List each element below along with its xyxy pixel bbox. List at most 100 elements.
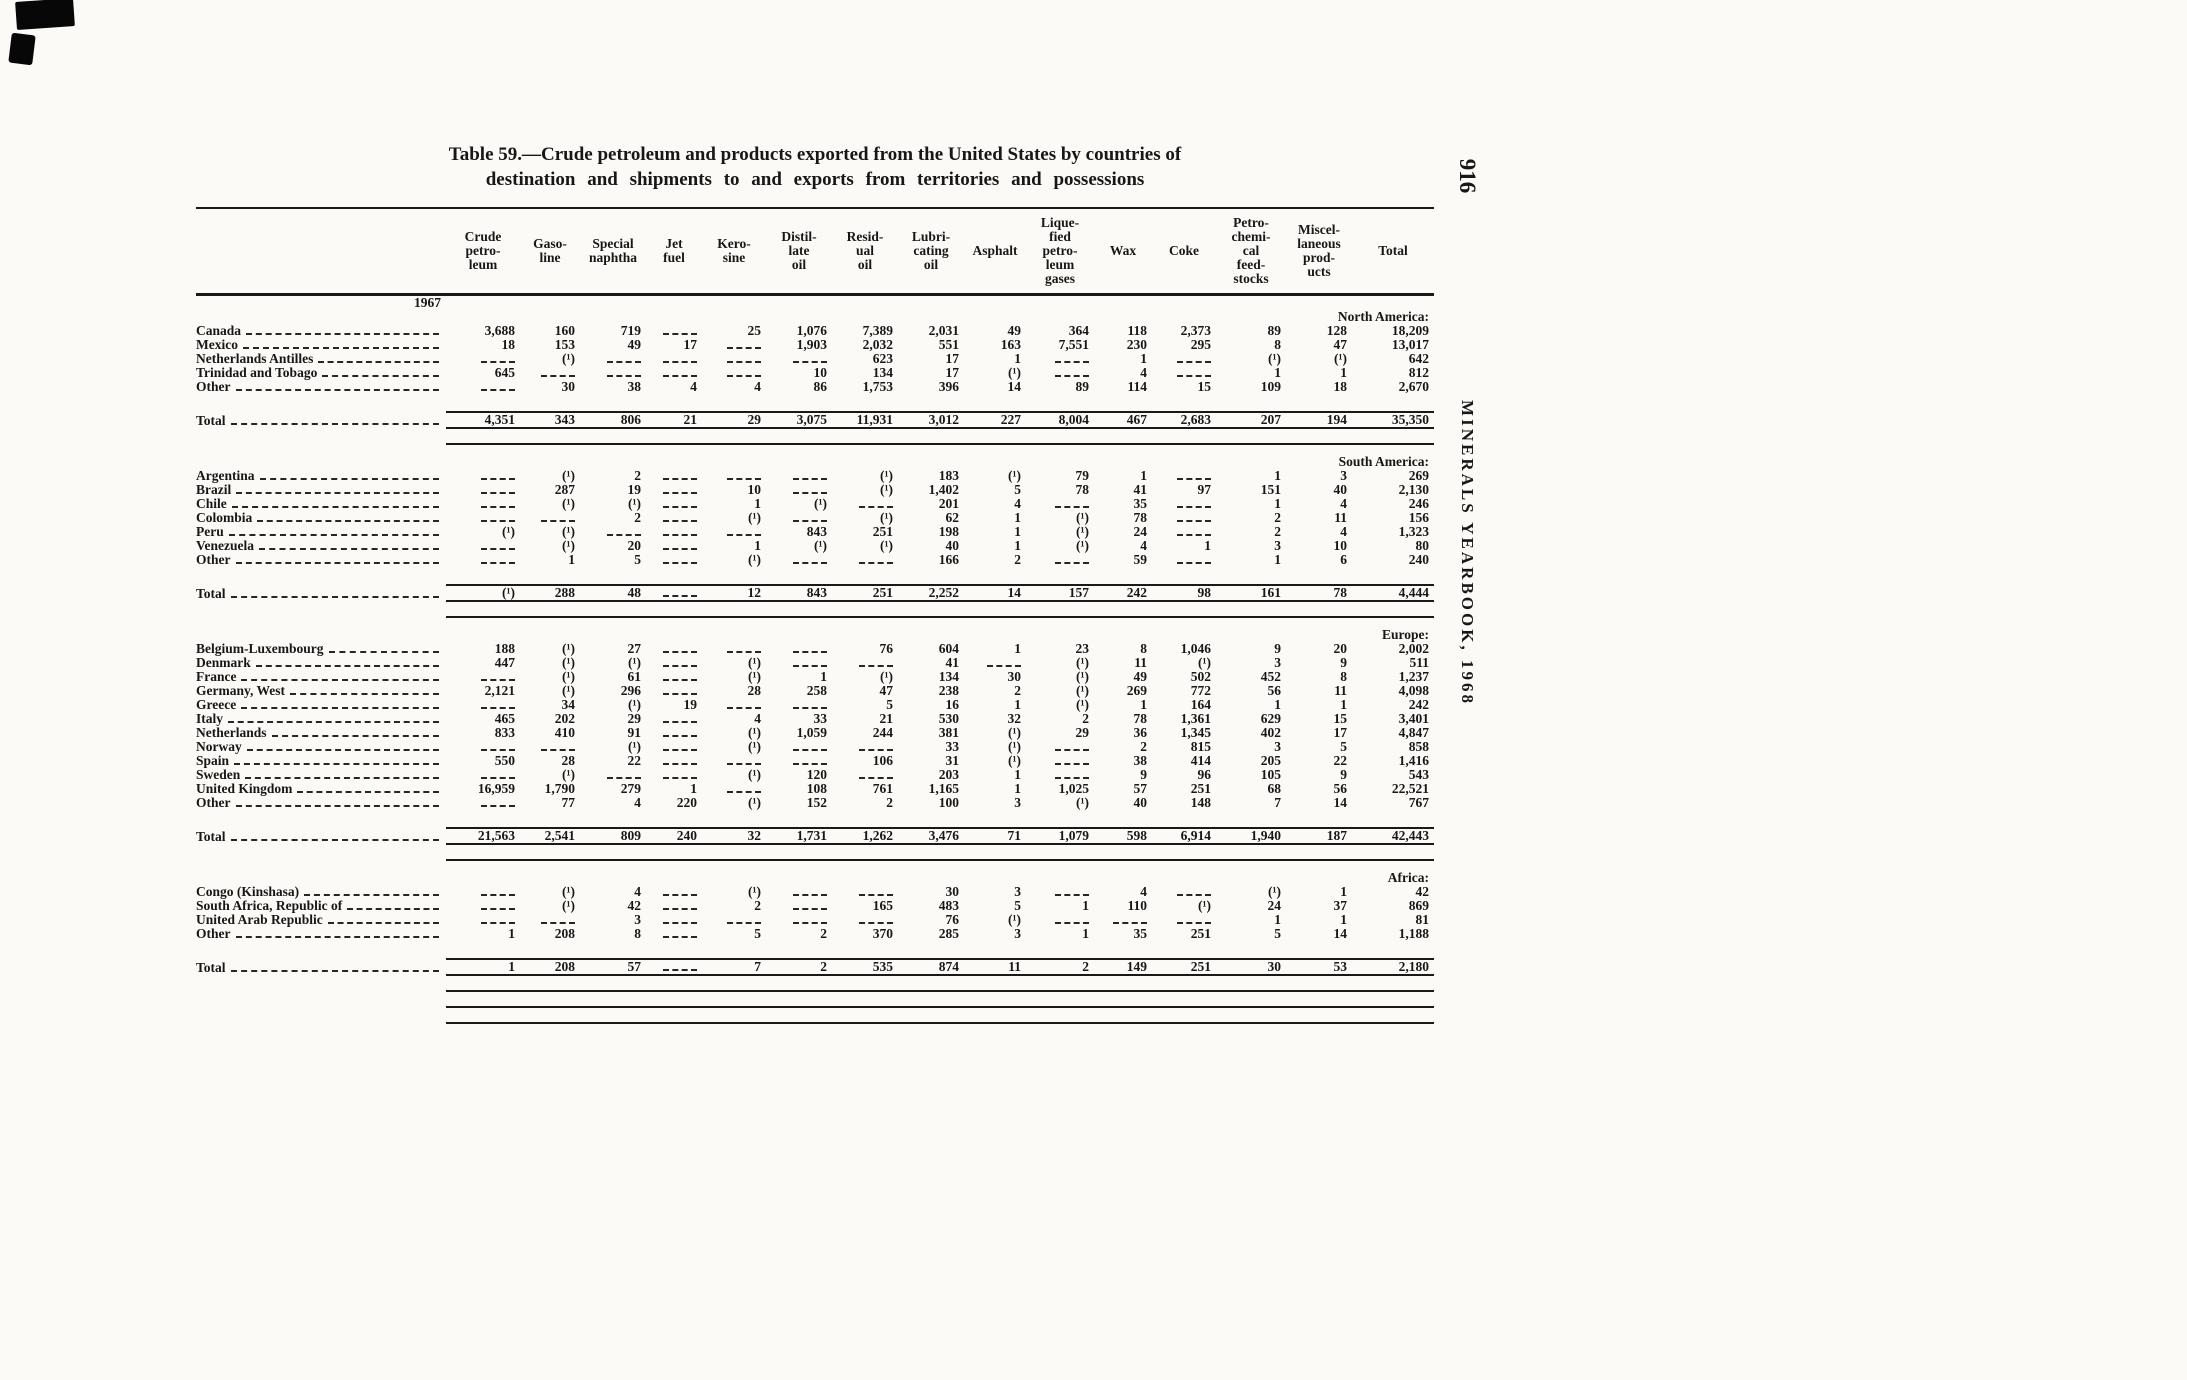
empty-cell bbox=[1026, 754, 1094, 768]
value-cell: 38 bbox=[1133, 753, 1148, 768]
value-cell: 2,373 bbox=[1180, 323, 1211, 338]
empty-cell bbox=[520, 740, 580, 754]
value-cell: 21 bbox=[683, 412, 698, 427]
single-rule bbox=[446, 397, 1434, 413]
double-rule bbox=[446, 843, 1434, 861]
value-cell: 78 bbox=[1133, 510, 1148, 525]
value-cell: 40 bbox=[945, 538, 960, 553]
empty-cell bbox=[520, 366, 580, 380]
value-cell: 160 bbox=[554, 323, 575, 338]
no-data-dashes bbox=[481, 558, 515, 564]
empty-cell bbox=[446, 380, 520, 394]
value-cell: 1,345 bbox=[1180, 725, 1211, 740]
value-cell: 148 bbox=[1190, 795, 1211, 810]
rule-row bbox=[196, 843, 1434, 861]
value-cell: 761 bbox=[872, 781, 893, 796]
value-cell: 1 bbox=[1140, 697, 1147, 712]
value-cell: 2,180 bbox=[1398, 959, 1429, 974]
row-label-cell: Italy bbox=[196, 712, 446, 726]
value-cell: (¹) bbox=[747, 739, 761, 754]
no-data-dashes bbox=[481, 745, 515, 751]
row-label-cell: Other bbox=[196, 553, 446, 567]
row-label: Peru bbox=[196, 525, 441, 539]
value-cell: 37 bbox=[1333, 898, 1348, 913]
empty-cell bbox=[832, 885, 898, 899]
value-cell: 59 bbox=[1133, 552, 1148, 567]
empty-cell bbox=[446, 899, 520, 913]
no-data-dashes bbox=[663, 516, 697, 522]
value-cell: 19 bbox=[683, 697, 698, 712]
row-label: Brazil bbox=[196, 483, 441, 497]
value-cell: 89 bbox=[1075, 379, 1090, 394]
no-data-dashes bbox=[793, 759, 827, 765]
dotted-leader bbox=[328, 651, 439, 653]
column-header: Lubri- cating oil bbox=[898, 208, 964, 296]
scan-artifact bbox=[15, 0, 75, 30]
value-cell: (¹) bbox=[627, 697, 641, 712]
value-cell: 551 bbox=[938, 337, 959, 352]
value-cell: 1 bbox=[1014, 641, 1021, 656]
value-cell: 1,079 bbox=[1058, 828, 1089, 843]
no-data-dashes bbox=[1177, 558, 1211, 564]
empty-cell bbox=[446, 796, 520, 810]
value-cell: 29 bbox=[1075, 725, 1090, 740]
row-label-cell: Other bbox=[196, 380, 446, 394]
value-cell: 1,790 bbox=[544, 781, 575, 796]
table-row: Other 30 38 4 4 86 1,753 396 14 89 114 15 109 18 2,670 bbox=[196, 380, 1434, 394]
empty-cell bbox=[702, 366, 766, 380]
row-label: Belgium-Luxembourg bbox=[196, 642, 441, 656]
dotted-leader bbox=[271, 735, 439, 737]
row-label-cell: Congo (Kinshasa) bbox=[196, 885, 446, 899]
value-cell: 62 bbox=[945, 510, 960, 525]
dotted-leader bbox=[241, 679, 439, 681]
value-cell: 61 bbox=[627, 669, 642, 684]
value-cell: 47 bbox=[879, 683, 894, 698]
value-cell: 165 bbox=[872, 898, 893, 913]
no-data-dashes bbox=[607, 357, 641, 363]
value-cell: 30 bbox=[1007, 669, 1022, 684]
table-row: Germany, West 2,121 (¹) 296 28 258 47 238 2 (¹) 26… bbox=[196, 684, 1434, 698]
empty-cell bbox=[766, 698, 832, 712]
section-row: South America: bbox=[196, 455, 1434, 469]
value-cell: 81 bbox=[1415, 912, 1430, 927]
row-label-text: Total bbox=[196, 829, 226, 844]
value-cell: 629 bbox=[1260, 711, 1281, 726]
value-cell: 14 bbox=[1007, 379, 1022, 394]
empty-cell bbox=[580, 366, 646, 380]
value-cell: 22 bbox=[627, 753, 642, 768]
value-cell: 1 bbox=[1340, 365, 1347, 380]
rule-row bbox=[196, 427, 1434, 445]
value-cell: 7 bbox=[754, 959, 761, 974]
no-data-dashes bbox=[663, 965, 697, 971]
value-cell: (¹) bbox=[561, 496, 575, 511]
value-cell: 11 bbox=[1334, 510, 1347, 525]
no-data-dashes bbox=[481, 474, 515, 480]
value-cell: 17 bbox=[683, 337, 698, 352]
table-row: Greece 34 (¹) 19 5 16 1 (¹) 1 164 1 1 242 bbox=[196, 698, 1434, 712]
value-cell: 2,031 bbox=[928, 323, 959, 338]
value-cell: 12 bbox=[747, 585, 762, 600]
value-cell: 108 bbox=[806, 781, 827, 796]
row-label-cell: South Africa, Republic of bbox=[196, 899, 446, 913]
no-data-dashes bbox=[663, 932, 697, 938]
empty-cell bbox=[646, 497, 702, 511]
no-data-dashes bbox=[663, 544, 697, 550]
value-cell: 452 bbox=[1260, 669, 1281, 684]
value-cell: 402 bbox=[1260, 725, 1281, 740]
row-label-text: Venezuela bbox=[196, 538, 254, 553]
value-cell: 285 bbox=[938, 926, 959, 941]
table-row: Colombia 2 (¹) (¹) 62 1 (¹) 78 2 11 156 bbox=[196, 511, 1434, 525]
value-cell: 134 bbox=[938, 669, 959, 684]
dotted-leader bbox=[245, 777, 439, 779]
row-label-text: Netherlands bbox=[196, 725, 267, 740]
table-row: Trinidad and Tobago 645 10 134 17 (¹) 4 1 1 812 bbox=[196, 366, 1434, 380]
no-data-dashes bbox=[727, 647, 761, 653]
value-cell: 35 bbox=[1133, 926, 1148, 941]
value-cell: 201 bbox=[938, 496, 959, 511]
value-cell: (¹) bbox=[627, 655, 641, 670]
no-data-dashes bbox=[859, 661, 893, 667]
row-label-cell: Venezuela bbox=[196, 539, 446, 553]
value-cell: 381 bbox=[938, 725, 959, 740]
row-label-text: Other bbox=[196, 552, 231, 567]
rule-stub bbox=[196, 428, 446, 444]
